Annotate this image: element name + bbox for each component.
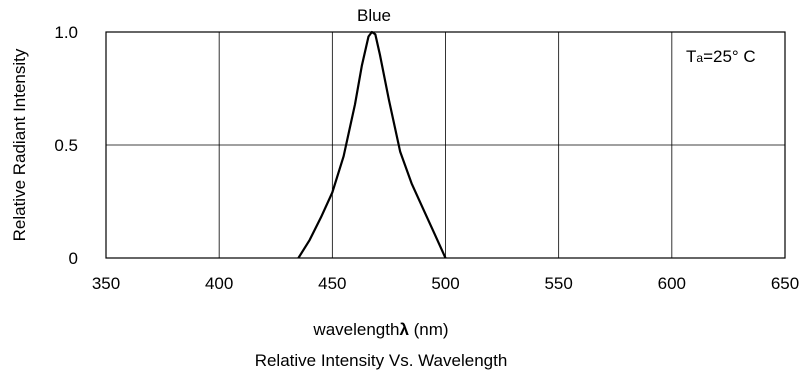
x-tick-label: 550	[544, 274, 572, 293]
annotation-subscript: a	[696, 51, 703, 65]
grid-lines	[106, 32, 785, 258]
x-axis-label-prefix: wavelength	[312, 320, 399, 339]
y-tick-label: 0.5	[54, 136, 78, 155]
series-label: Blue	[357, 6, 391, 25]
x-tick-labels: 350 400 450 500 550 600 650	[92, 274, 799, 293]
y-tick-labels: 0 0.5 1.0	[54, 23, 78, 268]
lambda-symbol: λ	[399, 320, 409, 339]
annotation-main: T	[686, 47, 696, 66]
x-axis-label: wavelengthλ (nm)	[312, 320, 448, 339]
y-tick-label: 0	[69, 249, 78, 268]
series-line	[297, 30, 447, 259]
x-tick-label: 400	[205, 274, 233, 293]
annotation-rest: =25° C	[703, 47, 756, 66]
x-tick-label: 650	[771, 274, 799, 293]
series-lines	[297, 30, 447, 259]
temperature-annotation: Ta=25° C	[686, 47, 756, 66]
x-tick-label: 350	[92, 274, 120, 293]
chart-caption: Relative Intensity Vs. Wavelength	[255, 351, 508, 370]
x-tick-label: 450	[318, 274, 346, 293]
x-axis-label-suffix: (nm)	[409, 320, 449, 339]
x-tick-label: 600	[658, 274, 686, 293]
y-tick-label: 1.0	[54, 23, 78, 42]
x-tick-label: 500	[431, 274, 459, 293]
y-axis-label: Relative Radiant Intensity	[10, 48, 29, 241]
